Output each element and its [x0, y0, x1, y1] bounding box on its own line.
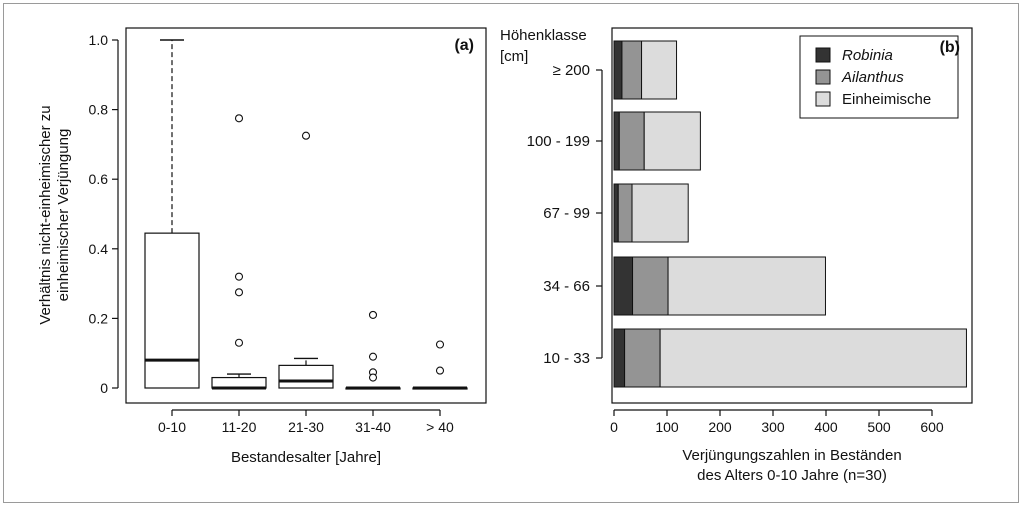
x-tick-label: 400: [814, 419, 838, 435]
bar-segment-robinia: [613, 256, 634, 316]
panel-b-x-axis: 0 100 200 300 400 500 600: [610, 409, 944, 435]
legend-label: Robinia: [842, 47, 893, 64]
bar-segment-einheimische: [631, 183, 689, 243]
outlier-point: [368, 352, 378, 361]
bar-segment-ailanthus: [632, 256, 669, 316]
box-0: [144, 39, 200, 389]
box-3: [345, 310, 401, 390]
x-tick-label: 0: [610, 419, 618, 435]
outlier-point: [301, 131, 311, 140]
outlier-point: [435, 366, 445, 375]
legend-label: Einheimische: [842, 91, 931, 108]
bar-segment-einheimische: [667, 256, 826, 316]
bar-segment-ailanthus: [624, 328, 661, 388]
panel-a-x-axis-label: Bestandesalter [Jahre]: [231, 449, 381, 466]
legend-swatch: [815, 47, 831, 63]
panel-a-boxes: [144, 39, 468, 390]
bar-segment-robinia: [613, 40, 623, 100]
category-label: ≥ 200: [553, 62, 590, 79]
x-tick-label: 200: [708, 419, 732, 435]
panel-b-legend: Robinia Ailanthus Einheimische: [799, 35, 959, 119]
outlier-point: [234, 114, 244, 123]
outlier-point: [234, 288, 244, 297]
category-label: 100 - 199: [527, 133, 590, 150]
panel-a-boxplot: (a) 0 0.2 0.4 0.6 0.8 1.0 0-10 11-20 21-30 31-40…: [37, 27, 487, 466]
bar-segment-robinia: [613, 328, 626, 388]
outlier-point: [234, 338, 244, 347]
panel-b-category-title-line2: [cm]: [500, 48, 528, 65]
panel-b-plot-area: [611, 27, 973, 404]
y-tick-label: 0.8: [89, 102, 109, 118]
outlier-point: [368, 373, 378, 382]
x-tick-label: 100: [655, 419, 679, 435]
category-label: 10 - 33: [543, 350, 590, 367]
y-tick-label: 0.6: [89, 171, 109, 187]
category-label: 67 - 99: [543, 205, 590, 222]
category-label: 34 - 66: [543, 278, 590, 295]
y-tick-label: 0.2: [89, 310, 109, 326]
panel-a-tag: (a): [454, 37, 474, 54]
bar-segment-ailanthus: [621, 40, 643, 100]
y-tick-label: 0: [100, 380, 108, 396]
panel-b-x-axis-label-line2: des Alters 0-10 Jahre (n=30): [697, 467, 887, 484]
panel-a-y-axis: 0 0.2 0.4 0.6 0.8 1.0: [89, 32, 119, 396]
bar-segment-robinia: [613, 111, 620, 171]
y-tick-label: 0.4: [89, 241, 109, 257]
panel-a-plot-area: [125, 27, 487, 404]
figure-frame: [3, 3, 1019, 503]
bar-segment-einheimische: [643, 111, 701, 171]
panel-a-x-axis: 0-10 11-20 21-30 31-40 > 40: [158, 409, 454, 435]
x-tick-label: 300: [761, 419, 785, 435]
x-tick-label: > 40: [426, 419, 454, 435]
y-tick-label: 1.0: [89, 32, 109, 48]
x-tick-label: 500: [867, 419, 891, 435]
x-tick-label: 21-30: [288, 419, 324, 435]
legend-label: Ailanthus: [841, 69, 904, 86]
x-tick-label: 31-40: [355, 419, 391, 435]
legend-swatch: [815, 69, 831, 85]
panel-a-y-axis-label-line2: einheimischer Verjüngung: [55, 129, 72, 302]
box-4: [412, 340, 468, 390]
bar-segment-ailanthus: [618, 111, 645, 171]
x-tick-label: 11-20: [222, 419, 257, 435]
panel-a-y-axis-label-line1: Verhältnis nicht-einheimischer zu: [37, 105, 54, 324]
panel-b-x-axis-label-line1: Verjüngungszahlen in Beständen: [682, 447, 901, 464]
box-2: [278, 131, 334, 389]
panel-b-category-axis: ≥ 200 100 - 199 67 - 99 34 - 66 10 - 33: [527, 62, 603, 367]
outlier-point: [435, 340, 445, 349]
panel-b-tag: (b): [940, 39, 960, 56]
bar-segment-robinia: [613, 183, 619, 243]
x-tick-label: 600: [920, 419, 944, 435]
panel-b-category-title-line1: Höhenklasse: [500, 27, 587, 44]
box-iqr: [211, 376, 267, 389]
panel-b-bars: [613, 40, 967, 388]
box-iqr: [144, 232, 200, 389]
bar-segment-ailanthus: [617, 183, 633, 243]
box-1: [211, 114, 267, 390]
outlier-point: [368, 310, 378, 319]
x-tick-label: 0-10: [158, 419, 186, 435]
outlier-point: [234, 272, 244, 281]
bar-segment-einheimische: [641, 40, 678, 100]
legend-swatch: [815, 91, 831, 107]
box-iqr: [278, 364, 334, 389]
panel-b-stacked-bars: Höhenklasse [cm] ≥ 200 100 - 199 67 - 99 34…: [500, 27, 973, 484]
bar-segment-einheimische: [659, 328, 967, 388]
